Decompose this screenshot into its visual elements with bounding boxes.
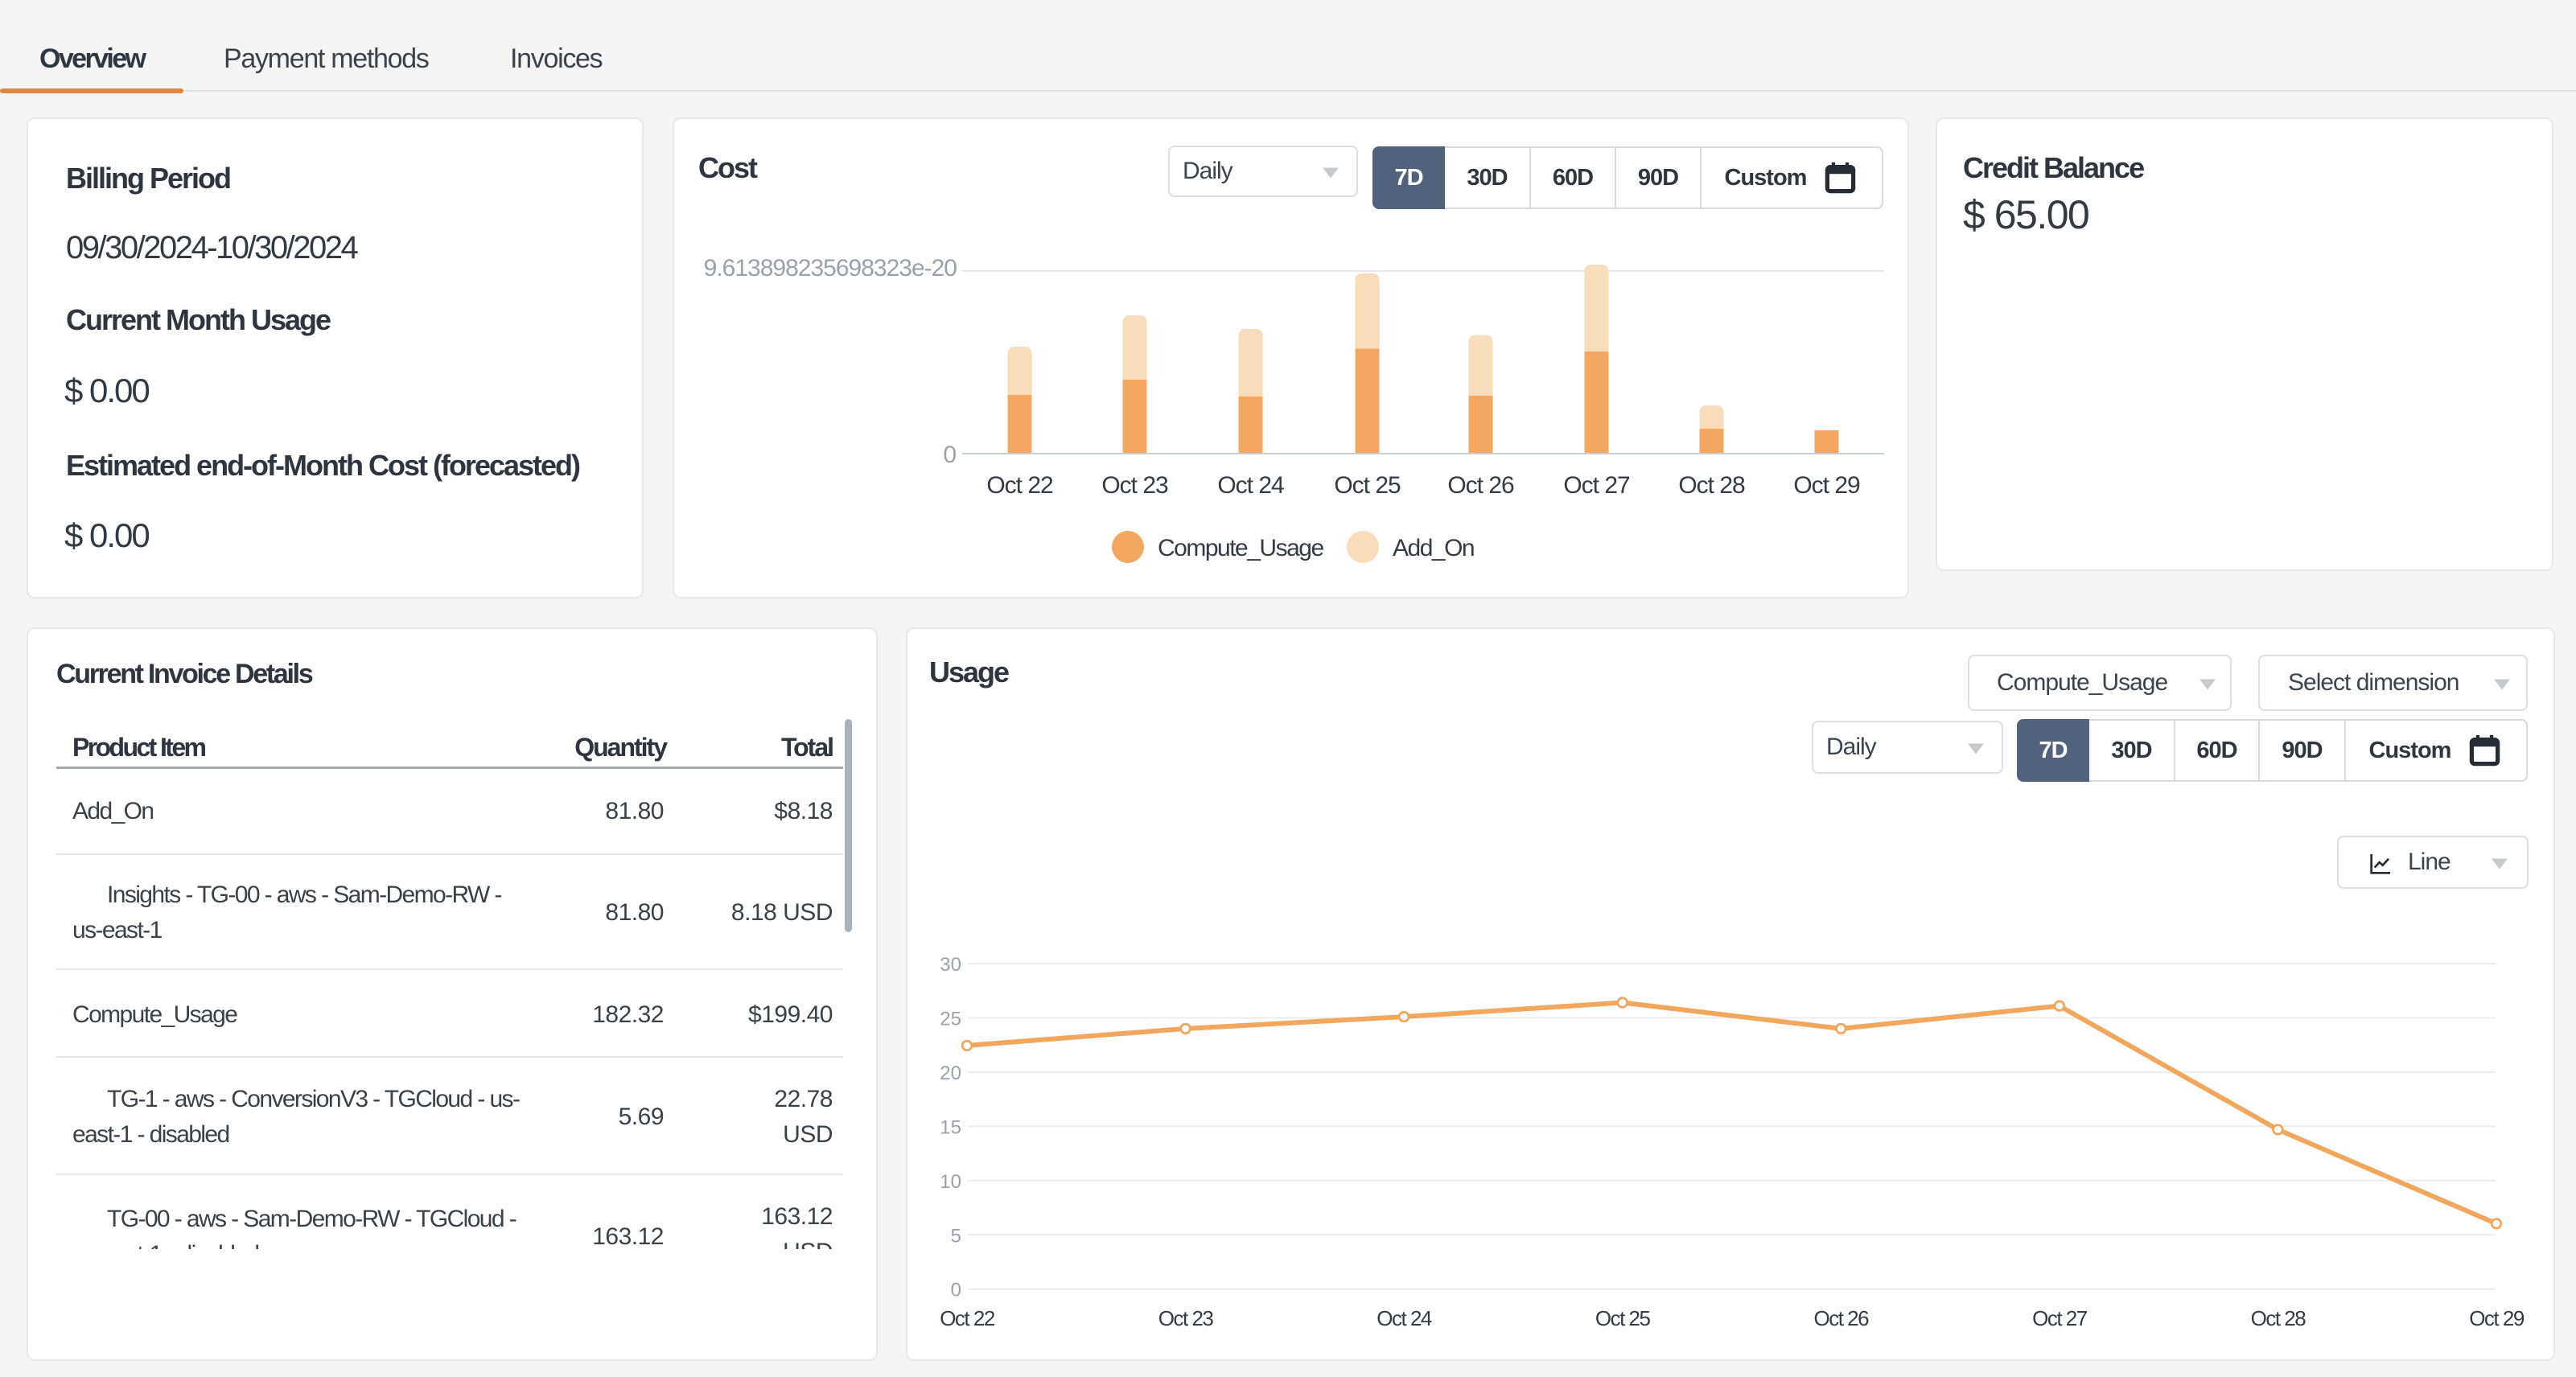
svg-text:Oct 23: Oct 23 bbox=[1158, 1306, 1214, 1330]
svg-text:Compute_Usage: Compute_Usage bbox=[1158, 535, 1323, 561]
svg-text:Add_On: Add_On bbox=[1393, 535, 1474, 561]
svg-text:9.613898235698323e-20: 9.613898235698323e-20 bbox=[704, 255, 957, 282]
svg-text:10: 10 bbox=[940, 1171, 961, 1193]
svg-text:Oct 28: Oct 28 bbox=[2251, 1306, 2306, 1330]
svg-text:Oct 22: Oct 22 bbox=[986, 472, 1053, 499]
svg-text:Oct 28: Oct 28 bbox=[1678, 472, 1745, 499]
svg-text:25: 25 bbox=[940, 1009, 961, 1030]
svg-text:Oct 24: Oct 24 bbox=[1376, 1306, 1432, 1330]
svg-text:15: 15 bbox=[940, 1116, 961, 1138]
svg-text:Oct 22: Oct 22 bbox=[940, 1306, 995, 1330]
svg-text:Oct 29: Oct 29 bbox=[2469, 1306, 2525, 1330]
svg-text:Oct 29: Oct 29 bbox=[1793, 472, 1860, 499]
svg-text:5: 5 bbox=[951, 1225, 961, 1247]
svg-text:Oct 25: Oct 25 bbox=[1595, 1306, 1651, 1330]
svg-text:Oct 26: Oct 26 bbox=[1447, 472, 1514, 499]
svg-text:0: 0 bbox=[943, 442, 957, 468]
svg-text:30: 30 bbox=[940, 954, 961, 976]
svg-text:Oct 24: Oct 24 bbox=[1217, 472, 1284, 499]
svg-text:Oct 23: Oct 23 bbox=[1101, 472, 1168, 499]
svg-text:Oct 27: Oct 27 bbox=[1563, 472, 1630, 499]
svg-text:Oct 27: Oct 27 bbox=[2032, 1306, 2088, 1330]
svg-text:Oct 26: Oct 26 bbox=[1814, 1306, 1870, 1330]
svg-text:0: 0 bbox=[951, 1280, 961, 1301]
svg-text:20: 20 bbox=[940, 1063, 961, 1084]
svg-text:Oct 25: Oct 25 bbox=[1334, 472, 1401, 499]
